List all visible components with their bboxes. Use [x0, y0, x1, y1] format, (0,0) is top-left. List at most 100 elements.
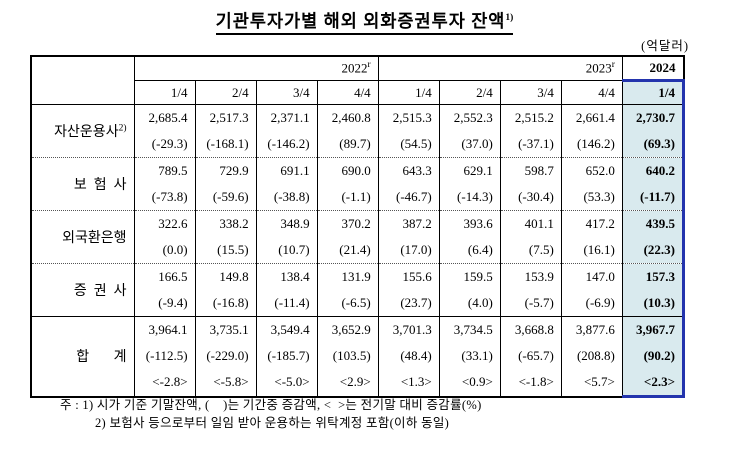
value-cell: 598.7 — [499, 157, 562, 184]
value-cell: 2,517.3 — [194, 104, 257, 131]
rate-cell: <-2.8> — [133, 369, 196, 397]
change-cell: (17.0) — [377, 237, 440, 264]
label-footnote-marker: 2) — [118, 123, 127, 134]
change-cell: (-29.3) — [133, 131, 196, 158]
value-cell: 2,730.7 — [621, 104, 686, 131]
footnote-2: 2) 보험사 등으로부터 일임 받아 운용하는 위탁계정 포함(이하 동일) — [95, 416, 450, 430]
quarter-header: 2/4 — [438, 80, 501, 105]
change-cell: (-112.5) — [133, 343, 196, 369]
change-cell: (-30.4) — [499, 184, 562, 211]
row-label-fx-banks: 외국환은행 — [30, 210, 134, 264]
value-cell: 155.6 — [377, 263, 440, 290]
row-label-securities: 증 권 사 — [30, 263, 134, 317]
change-cell: (-185.7) — [255, 343, 318, 369]
value-cell: 2,552.3 — [438, 104, 501, 131]
change-cell: (21.4) — [316, 237, 379, 264]
unit-label: (억달러) — [641, 39, 689, 53]
change-cell: (-59.6) — [194, 184, 257, 211]
title-footnote-marker: 1) — [505, 13, 514, 24]
value-cell: 643.3 — [377, 157, 440, 184]
value-cell: 3,652.9 — [316, 316, 379, 343]
rate-cell: <5.7> — [560, 369, 623, 397]
value-cell: 691.1 — [255, 157, 318, 184]
value-cell: 3,734.5 — [438, 316, 501, 343]
value-cell: 157.3 — [621, 263, 686, 290]
value-cell: 348.9 — [255, 210, 318, 237]
value-cell: 3,967.7 — [621, 316, 686, 343]
value-cell: 652.0 — [560, 157, 623, 184]
quarter-header: 2/4 — [194, 80, 257, 105]
change-cell: (-16.8) — [194, 290, 257, 317]
value-cell: 149.8 — [194, 263, 257, 290]
year-header-2024: 2024 — [621, 56, 684, 81]
change-cell: (-9.4) — [133, 290, 196, 317]
value-cell: 2,371.1 — [255, 104, 318, 131]
change-cell: (-6.9) — [560, 290, 623, 317]
change-cell: (53.3) — [560, 184, 623, 211]
value-cell: 3,735.1 — [194, 316, 257, 343]
value-cell: 439.5 — [621, 210, 686, 237]
change-cell: (37.0) — [438, 131, 501, 158]
year-header-2023: 2023r — [377, 56, 623, 81]
change-cell: (-11.7) — [621, 184, 686, 211]
value-cell: 147.0 — [560, 263, 623, 290]
total-row: 합 계 3,964.1 3,735.1 3,549.4 3,652.9 3,70… — [30, 316, 686, 397]
value-cell: 131.9 — [316, 263, 379, 290]
change-cell: (-146.2) — [255, 131, 318, 158]
table-row: 증 권 사 166.5 149.8 138.4 131.9 155.6 159.… — [30, 263, 686, 317]
change-cell: (103.5) — [316, 343, 379, 369]
value-cell: 166.5 — [133, 263, 196, 290]
value-cell: 387.2 — [377, 210, 440, 237]
change-row: (-73.8) (-59.6) (-38.8) (-1.1) (-46.7) (… — [31, 184, 686, 211]
table-row: 자산운용사2) 2,685.4 2,517.3 2,371.1 2,460.8 … — [30, 104, 686, 158]
title-text: 기관투자가별 해외 외화증권투자 잔액1) — [215, 11, 514, 35]
value-cell: 3,668.8 — [499, 316, 562, 343]
quarter-header: 1/4 — [133, 80, 196, 105]
change-cell: (0.0) — [133, 237, 196, 264]
value-cell: 629.1 — [438, 157, 501, 184]
change-cell: (6.4) — [438, 237, 501, 264]
quarter-header-row: 1/4 2/4 3/4 4/4 1/4 2/4 3/4 4/4 1/4 — [31, 79, 686, 105]
quarter-header: 1/4 — [377, 80, 440, 105]
page-title: 기관투자가별 해외 외화증권투자 잔액1) — [0, 8, 729, 35]
value-cell: 3,877.6 — [560, 316, 623, 343]
change-cell: (15.5) — [194, 237, 257, 264]
change-cell: (146.2) — [560, 131, 623, 158]
value-cell: 338.2 — [194, 210, 257, 237]
revised-marker: r — [611, 60, 615, 71]
rate-cell: <2.9> — [316, 369, 379, 397]
change-cell: (-1.1) — [316, 184, 379, 211]
change-cell: (-11.4) — [255, 290, 318, 317]
year-header-row: 2022r 2023r 2024 — [30, 56, 684, 105]
corner-cell — [30, 56, 134, 105]
value-cell: 2,515.2 — [499, 104, 562, 131]
change-cell: (90.2) — [621, 343, 686, 369]
value-cell: 789.5 — [133, 157, 196, 184]
data-table: 2022r 2023r 2024 1/4 2/4 3/4 4/4 1/4 2/4… — [30, 55, 686, 398]
change-cell: (-73.8) — [133, 184, 196, 211]
change-cell: (48.4) — [377, 343, 440, 369]
rate-cell: <0.9> — [438, 369, 501, 397]
value-cell: 2,685.4 — [133, 104, 196, 131]
value-cell: 690.0 — [316, 157, 379, 184]
row-label-total: 합 계 — [30, 316, 134, 397]
change-cell: (-65.7) — [499, 343, 562, 369]
value-cell: 417.2 — [560, 210, 623, 237]
rate-cell: <-1.8> — [499, 369, 562, 397]
quarter-header: 4/4 — [316, 80, 379, 105]
value-cell: 393.6 — [438, 210, 501, 237]
change-cell: (69.3) — [621, 131, 686, 158]
table-row: 보 험 사 789.5 729.9 691.1 690.0 643.3 629.… — [30, 157, 686, 211]
rate-cell: <1.3> — [377, 369, 440, 397]
change-cell: (23.7) — [377, 290, 440, 317]
change-cell: (-46.7) — [377, 184, 440, 211]
value-cell: 153.9 — [499, 263, 562, 290]
change-cell: (7.5) — [499, 237, 562, 264]
change-cell: (-168.1) — [194, 131, 257, 158]
change-cell: (-37.1) — [499, 131, 562, 158]
row-label-asset-management: 자산운용사2) — [30, 104, 134, 158]
value-cell: 322.6 — [133, 210, 196, 237]
value-cell: 2,661.4 — [560, 104, 623, 131]
table-row: 외국환은행 322.6 338.2 348.9 370.2 387.2 393.… — [30, 210, 686, 264]
